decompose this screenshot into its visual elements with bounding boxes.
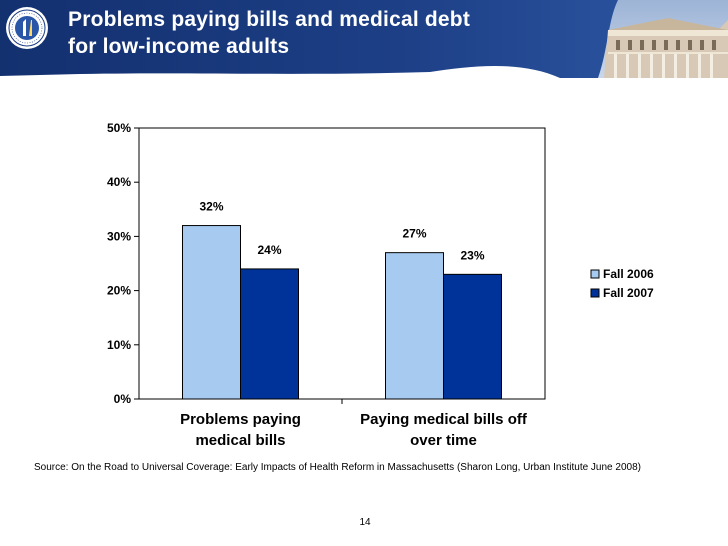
legend-swatch-fall-2006 [590,269,600,279]
legend-swatch-fall-2007 [590,288,600,298]
bar-fall-2007 [240,268,299,400]
y-tick-label: 20% [107,284,131,298]
category-label: Problems paying [180,411,301,428]
bar-fall-2006 [182,225,241,400]
title-line-2: for low-income adults [68,35,290,58]
data-label: 27% [402,227,426,241]
bar-fall-2006 [385,252,444,400]
y-tick-label: 10% [107,338,131,352]
category-label: over time [410,432,477,449]
bar-chart: 0% 10% 20% 30% 40% 50% 32% 24% Problems paying me… [107,121,654,449]
massachusetts-seal-icon [6,7,48,49]
slide-title: Problems paying bills and medical debt f… [68,6,470,60]
state-house-photo [598,0,728,78]
y-tick-label: 40% [107,175,131,189]
category-label: medical bills [195,432,285,449]
y-tick-label: 0% [114,392,132,406]
y-tick-label: 30% [107,229,131,243]
legend-label: Fall 2006 [603,267,654,281]
header-band [0,0,728,78]
bar-fall-2007 [443,273,502,400]
data-label: 23% [460,248,484,262]
source-citation: Source: On the Road to Universal Coverag… [34,462,641,473]
slide-header: Problems paying bills and medical debt f… [0,0,728,78]
category-label: Paying medical bills off [360,411,528,428]
legend-label: Fall 2007 [603,286,654,300]
data-label: 32% [199,200,223,214]
data-label: 24% [257,243,281,257]
y-tick-label: 50% [107,121,131,135]
page-number: 14 [359,517,371,528]
title-line-1: Problems paying bills and medical debt [68,8,471,31]
